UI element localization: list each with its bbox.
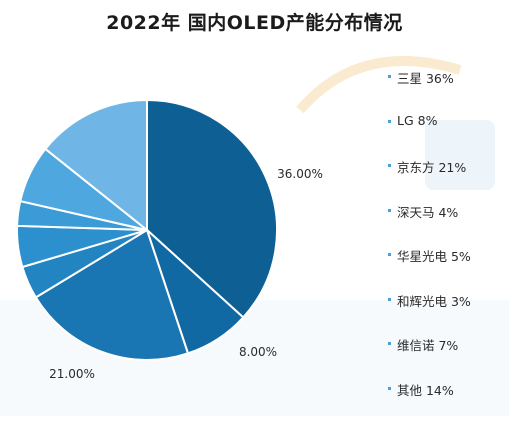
legend-label: 深天马 4%: [397, 202, 458, 221]
data-label-2: 21.00%: [49, 367, 95, 381]
legend-item: 深天马 4%: [388, 202, 506, 247]
legend-item: 和辉光电 3%: [388, 291, 506, 336]
data-label-0: 36.00%: [277, 167, 323, 181]
legend-marker: [388, 342, 391, 345]
legend-item: 维信诺 7%: [388, 335, 506, 380]
legend-label: 三星 36%: [397, 68, 454, 87]
legend-label: 和辉光电 3%: [397, 291, 471, 310]
legend-item: 其他 14%: [388, 380, 506, 424]
data-label-1: 8.00%: [239, 345, 277, 359]
legend-label: 维信诺 7%: [397, 335, 458, 354]
legend-marker: [388, 387, 391, 390]
legend-marker: [388, 209, 391, 212]
legend-label: 华星光电 5%: [397, 246, 471, 265]
legend-label: 其他 14%: [397, 380, 454, 399]
legend-item: 三星 36%: [388, 68, 506, 113]
legend-label: 京东方 21%: [397, 157, 466, 176]
legend-item: 华星光电 5%: [388, 246, 506, 291]
legend-marker: [388, 120, 391, 123]
legend-marker: [388, 164, 391, 167]
legend-label: LG 8%: [397, 113, 437, 128]
legend-item: 京东方 21%: [388, 157, 506, 202]
legend-marker: [388, 298, 391, 301]
legend-marker: [388, 75, 391, 78]
chart-legend: 三星 36% LG 8% 京东方 21% 深天马 4% 华星光电 5% 和辉光电 3% 维信…: [388, 68, 506, 424]
legend-marker: [388, 253, 391, 256]
legend-item: LG 8%: [388, 113, 506, 158]
